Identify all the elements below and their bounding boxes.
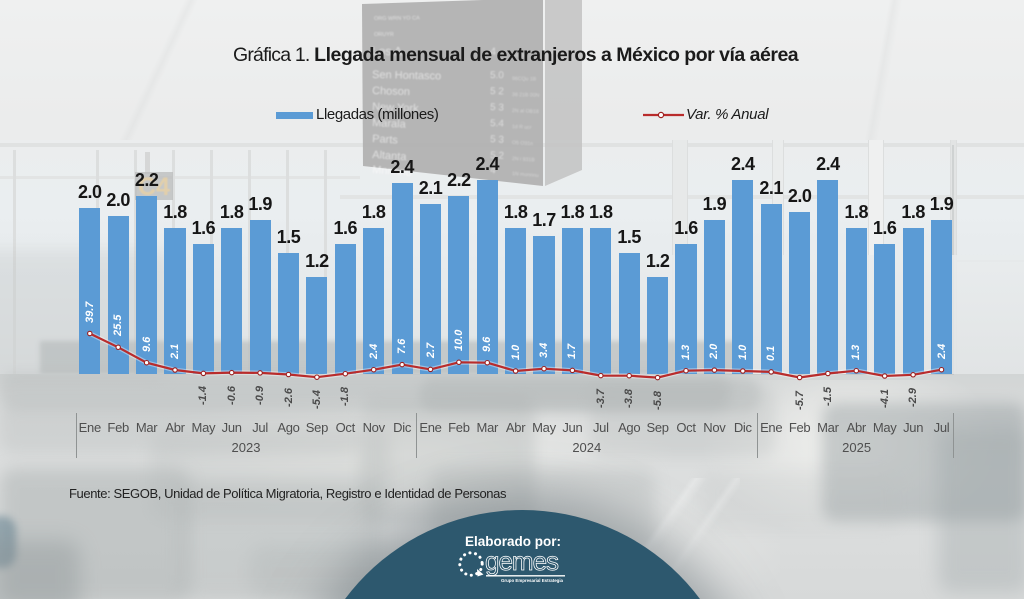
svg-text:5.0: 5.0 [490, 70, 504, 81]
svg-text:1d R ucr: 1d R ucr [512, 124, 532, 131]
svg-text:Choson: Choson [372, 85, 410, 98]
svg-text:5 3: 5 3 [490, 102, 505, 114]
svg-text:5 2: 5 2 [490, 150, 504, 162]
svg-text:1N monnnu: 1N monnnu [512, 171, 539, 179]
svg-text:5.4: 5.4 [490, 118, 505, 130]
svg-text:2N i 931B: 2N i 931B [512, 156, 536, 164]
svg-text:4: 4 [490, 46, 496, 58]
svg-text:ORG WRN YO CA: ORG WRN YO CA [374, 16, 420, 22]
svg-text:Mnnnnu: Mnnnnu [372, 164, 413, 179]
svg-text:Grupo Empresarial Estrategia: Grupo Empresarial Estrategia [501, 578, 564, 583]
svg-text:O5 O31n: O5 O31n [512, 140, 533, 147]
svg-text:New York: New York [372, 101, 419, 115]
svg-text:gemes: gemes [485, 548, 559, 576]
svg-text:ORUYR: ORUYR [374, 32, 394, 38]
svg-text:Marala: Marala [372, 117, 407, 131]
svg-text:Sen Hontasco: Sen Hontasco [372, 69, 441, 83]
svg-text:Parts: Parts [372, 133, 399, 147]
svg-text:96CQu 1B: 96CQu 1B [512, 76, 537, 83]
svg-text:5 2: 5 2 [490, 86, 504, 97]
svg-text:14:45: 14:45 [512, 53, 525, 59]
svg-text:4: 4 [490, 165, 497, 176]
svg-text:5 3: 5 3 [490, 134, 505, 146]
svg-text:38 21B 00N: 38 21B 00N [512, 92, 540, 99]
svg-text:2N al OB18: 2N al OB18 [512, 108, 539, 115]
svg-text:Los A: Los A [372, 44, 402, 58]
svg-text:Altanta: Altanta [372, 149, 408, 163]
